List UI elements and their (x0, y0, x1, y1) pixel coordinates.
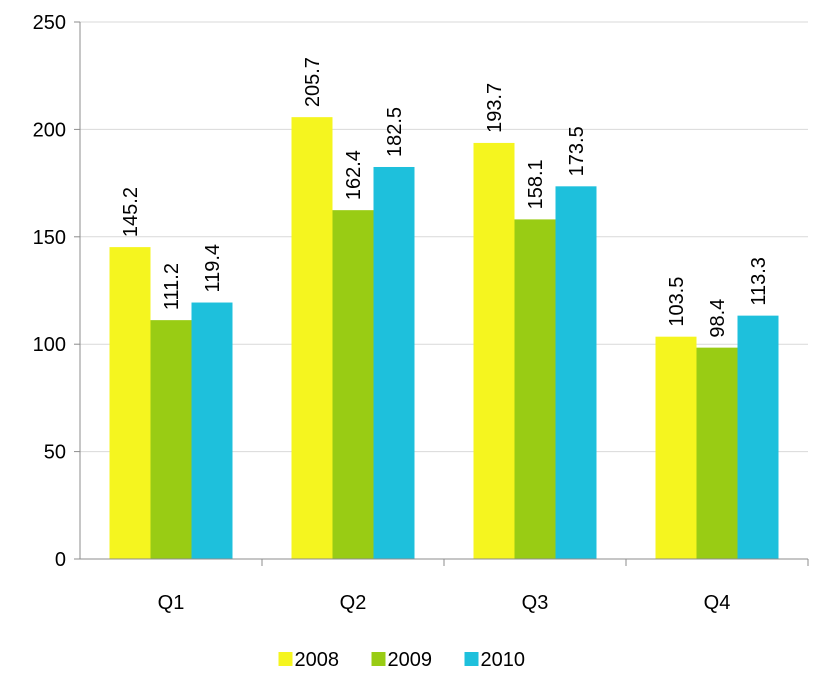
data-label: 205.7 (302, 57, 324, 107)
x-category-label: Q3 (522, 592, 549, 614)
bar-q3-2010 (555, 186, 597, 559)
y-tick-label: 250 (33, 12, 66, 34)
y-tick-label: 0 (55, 549, 66, 571)
axes: 0 50 100 150 200 250 Q1 Q2 Q3 Q4 (33, 12, 809, 614)
bar-q1-2008 (109, 247, 151, 559)
bar-q1-2009 (150, 320, 192, 559)
bar-q4-2009 (696, 347, 738, 559)
legend: 2008 2009 2010 (278, 649, 526, 671)
y-tick-label: 100 (33, 334, 66, 356)
data-label: 98.4 (707, 299, 729, 338)
legend-label: 2008 (295, 649, 340, 671)
data-label: 145.2 (120, 187, 142, 237)
legend-swatch-2009 (371, 652, 386, 666)
legend-label: 2009 (388, 649, 433, 671)
x-category-label: Q1 (158, 592, 185, 614)
data-label: 111.2 (161, 263, 183, 310)
bar-q3-2008 (473, 142, 515, 559)
data-labels: 145.2 111.2 119.4 205.7 162.4 182.5 193.7 158.1… (120, 57, 770, 338)
legend-swatch-2008 (278, 652, 293, 666)
data-label: 158.1 (525, 159, 547, 209)
data-label: 113.3 (748, 257, 770, 306)
legend-label: 2010 (481, 649, 526, 671)
bar-q1-2010 (191, 302, 233, 559)
bar-q4-2008 (655, 336, 697, 559)
bar-q2-2009 (332, 210, 374, 559)
data-label: 119.4 (202, 244, 224, 293)
x-category-label: Q4 (704, 592, 731, 614)
legend-swatch-2010 (464, 652, 479, 666)
bar-q2-2010 (373, 166, 415, 560)
data-label: 162.4 (343, 150, 365, 200)
bars (109, 117, 779, 560)
data-label: 193.7 (484, 83, 506, 133)
bar-q2-2008 (291, 117, 333, 559)
bar-q4-2010 (737, 315, 779, 559)
y-tick-label: 50 (44, 442, 66, 464)
bar-q3-2009 (514, 219, 556, 560)
y-tick-label: 200 (33, 119, 66, 141)
data-label: 182.5 (384, 107, 406, 157)
y-tick-label: 150 (33, 227, 66, 249)
data-label: 173.5 (566, 126, 588, 176)
data-label: 103.5 (666, 277, 688, 327)
x-category-label: Q2 (340, 592, 367, 614)
